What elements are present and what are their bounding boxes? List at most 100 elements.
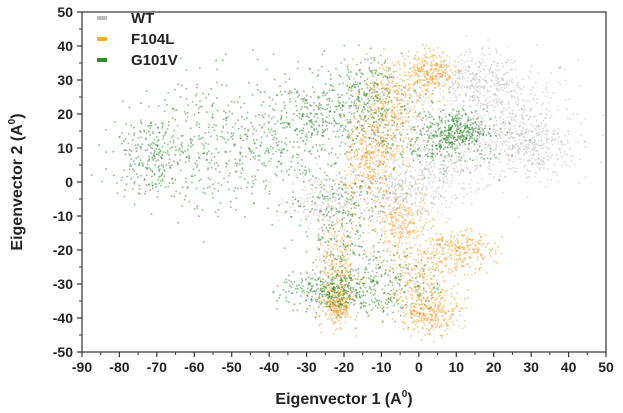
data-point xyxy=(359,162,362,164)
data-point xyxy=(532,141,534,144)
data-point xyxy=(482,138,484,141)
data-point xyxy=(315,316,318,318)
data-point xyxy=(511,109,514,112)
data-point xyxy=(443,85,446,87)
data-point xyxy=(423,79,425,81)
data-point xyxy=(239,153,241,156)
data-point xyxy=(440,203,443,205)
data-point xyxy=(500,128,503,131)
data-point xyxy=(327,289,330,292)
data-point xyxy=(417,78,420,81)
data-point xyxy=(395,93,398,96)
data-point xyxy=(440,72,442,75)
data-point xyxy=(370,137,372,140)
data-point xyxy=(393,116,396,119)
data-point xyxy=(181,205,183,207)
data-point xyxy=(425,72,428,74)
data-point xyxy=(522,159,525,161)
data-point xyxy=(485,65,488,67)
data-point xyxy=(318,324,321,327)
data-point xyxy=(369,174,371,177)
data-point xyxy=(280,155,282,157)
data-point xyxy=(407,210,409,212)
data-point xyxy=(544,123,547,125)
data-point xyxy=(511,78,514,80)
data-point xyxy=(538,131,540,134)
data-point xyxy=(458,69,460,71)
data-point xyxy=(321,210,323,212)
data-point xyxy=(476,96,479,99)
data-point xyxy=(378,190,381,192)
data-point xyxy=(426,283,428,285)
data-point xyxy=(499,175,501,177)
data-point xyxy=(471,141,473,144)
data-point xyxy=(305,271,307,273)
data-point xyxy=(369,126,371,128)
data-point xyxy=(419,63,421,65)
data-point xyxy=(419,149,422,151)
data-point xyxy=(409,231,411,233)
data-point xyxy=(401,228,404,230)
data-point xyxy=(451,147,454,150)
data-point xyxy=(410,208,412,211)
data-point xyxy=(345,309,348,312)
data-point xyxy=(389,147,392,149)
data-point xyxy=(578,182,581,184)
data-point xyxy=(523,166,526,168)
data-point xyxy=(394,211,396,214)
data-point xyxy=(361,127,363,130)
data-point xyxy=(437,211,439,213)
data-point xyxy=(429,328,432,330)
data-point xyxy=(436,247,438,250)
data-point xyxy=(381,153,384,155)
data-point xyxy=(386,158,388,160)
data-point xyxy=(379,306,382,308)
data-point xyxy=(389,68,391,70)
data-point xyxy=(514,125,516,127)
data-point xyxy=(365,149,368,152)
data-point xyxy=(422,314,425,317)
data-point xyxy=(372,194,375,197)
data-point xyxy=(419,178,421,180)
data-point xyxy=(348,236,350,239)
data-point xyxy=(322,218,324,221)
data-point xyxy=(439,301,441,304)
data-point xyxy=(453,285,455,287)
data-point xyxy=(425,119,427,121)
data-point xyxy=(436,325,439,327)
data-point xyxy=(386,103,389,105)
data-point xyxy=(382,198,385,200)
data-point xyxy=(440,153,442,156)
data-point xyxy=(329,299,331,302)
data-point xyxy=(542,148,544,150)
data-point xyxy=(423,208,425,210)
data-point xyxy=(418,133,420,135)
data-point xyxy=(281,152,283,154)
data-point xyxy=(421,170,424,173)
data-point xyxy=(401,133,403,135)
data-point xyxy=(474,164,476,167)
data-point xyxy=(418,155,420,157)
data-point xyxy=(259,155,261,157)
data-point xyxy=(434,175,437,178)
data-point xyxy=(379,182,381,184)
data-point xyxy=(459,314,461,316)
data-point xyxy=(346,259,348,261)
data-point xyxy=(543,157,545,159)
data-point xyxy=(387,151,389,154)
data-point xyxy=(442,173,444,176)
data-point xyxy=(489,150,492,153)
data-point xyxy=(475,247,477,249)
data-point xyxy=(336,244,339,247)
data-point xyxy=(470,256,472,259)
data-point xyxy=(496,69,499,72)
data-point xyxy=(391,108,393,111)
data-point xyxy=(383,242,386,244)
data-point xyxy=(326,318,329,321)
data-point xyxy=(395,232,397,234)
data-point xyxy=(456,113,458,115)
data-point xyxy=(500,101,502,104)
data-point xyxy=(550,72,553,74)
data-point xyxy=(400,186,403,189)
data-point xyxy=(430,75,432,78)
